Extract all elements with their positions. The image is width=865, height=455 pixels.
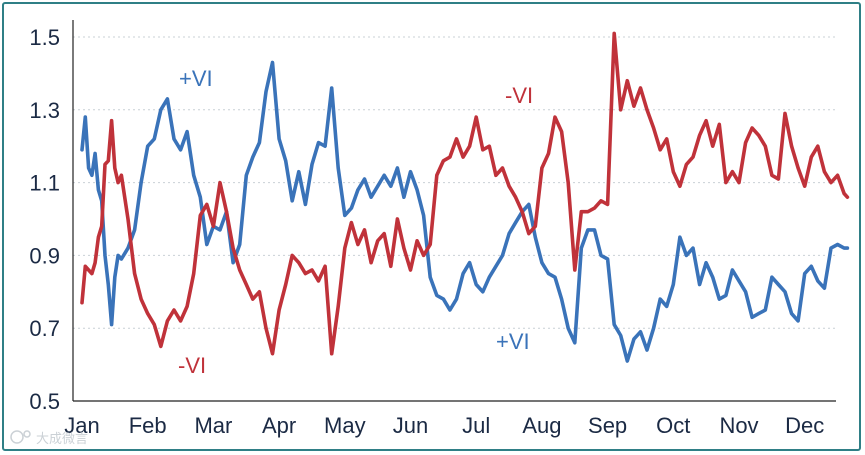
x-tick-label: Aug bbox=[522, 413, 561, 438]
annotation-plus-vi-upper: +VI bbox=[179, 66, 213, 91]
y-tick-label: 1.5 bbox=[29, 25, 60, 50]
series-line-minus-vi bbox=[80, 31, 850, 356]
x-tick-label: Oct bbox=[656, 413, 690, 438]
x-tick-label: Jul bbox=[462, 413, 490, 438]
x-tick-label: Sep bbox=[588, 413, 627, 438]
annotation-plus-vi-lower: +VI bbox=[496, 329, 530, 354]
x-tick-label: Mar bbox=[194, 413, 232, 438]
x-tick-label: Feb bbox=[129, 413, 167, 438]
y-tick-label: 1.3 bbox=[29, 98, 60, 123]
x-tick-label: Jan bbox=[64, 413, 99, 438]
y-tick-label: 1.1 bbox=[29, 171, 60, 196]
y-tick-label: 0.9 bbox=[29, 243, 60, 268]
watermark: 大成微言 bbox=[10, 430, 88, 446]
watermark-text: 大成微言 bbox=[36, 431, 88, 446]
camera-logo-icon bbox=[10, 430, 31, 444]
series-lines bbox=[80, 31, 850, 363]
x-tick-label: Apr bbox=[262, 413, 296, 438]
y-tick-label: 0.5 bbox=[29, 389, 60, 414]
x-tick-label: Dec bbox=[785, 413, 824, 438]
x-tick-label: Nov bbox=[719, 413, 758, 438]
x-tick-label: May bbox=[324, 413, 366, 438]
x-tick-label: Jun bbox=[393, 413, 428, 438]
y-tick-label: 0.7 bbox=[29, 316, 60, 341]
grid-lines bbox=[73, 36, 836, 329]
series-line-plus-vi bbox=[80, 60, 850, 363]
y-tick-labels: 1.5 1.3 1.1 0.9 0.7 0.5 bbox=[29, 25, 60, 414]
x-tick-labels: Jan Feb Mar Apr May Jun Jul Aug Sep Oct Nov Dec bbox=[64, 413, 824, 438]
annotation-minus-vi-lower: -VI bbox=[178, 353, 206, 378]
annotation-minus-vi-upper: -VI bbox=[505, 83, 533, 108]
